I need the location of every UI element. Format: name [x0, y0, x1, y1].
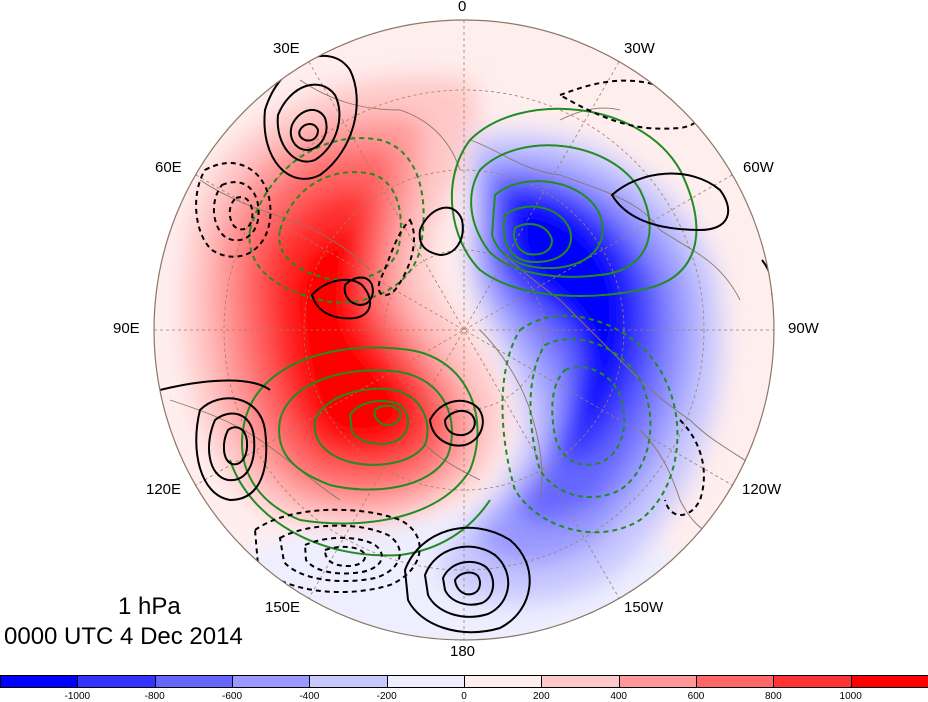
colorbar-box	[773, 675, 852, 688]
colorbar-tick-label: -800	[144, 691, 165, 702]
globe-outline	[153, 19, 775, 641]
longitude-label-90w: 90W	[788, 320, 819, 337]
colorbar-tick-label: -600	[221, 691, 243, 702]
colorbar-box	[850, 675, 928, 688]
colorbar-box	[77, 675, 156, 688]
longitude-label-30w: 30W	[624, 40, 655, 57]
colorbar-tick-label: 800	[764, 691, 782, 702]
green-dashed-contours	[248, 137, 679, 534]
colorbar-box	[618, 675, 697, 688]
colorbar-tick-label: 400	[610, 691, 627, 702]
longitude-label-60e: 60E	[155, 159, 182, 176]
colorbar-tick-label: -1000	[64, 691, 91, 702]
colorbar-box	[386, 675, 465, 688]
longitude-label-120w: 120W	[742, 481, 782, 498]
colorbar-box	[232, 675, 311, 688]
polar-stereographic-map	[153, 19, 775, 641]
colorbar-box	[309, 675, 388, 688]
colorbar: -1000 -800 -600 -400 -200 0 200 400 600 800 1000	[0, 672, 928, 702]
longitude-label-0: 0	[458, 0, 467, 15]
colorbar-tick-label: -200	[376, 691, 397, 702]
longitude-label-60w: 60W	[743, 159, 774, 176]
longitude-label-180: 180	[450, 643, 476, 660]
shaded-anomaly-field	[154, 20, 774, 640]
valid-time-label: 0000 UTC 4 Dec 2014	[4, 623, 243, 650]
colorbar-box	[541, 675, 620, 688]
colorbar-tick-label: 200	[532, 691, 550, 702]
coastlines	[169, 79, 761, 541]
colorbar-box	[154, 675, 233, 688]
colorbar-box	[696, 675, 775, 688]
colorbar-box	[464, 675, 543, 688]
longitude-label-150w: 150W	[624, 599, 664, 616]
black-contours	[159, 54, 774, 634]
colorbar-tick-label: 600	[687, 691, 705, 702]
graticule	[154, 20, 774, 640]
colorbar-tick-label: -400	[299, 691, 320, 702]
colorbar-tick-label: 1000	[839, 691, 862, 702]
colorbar-box	[0, 675, 79, 688]
colorbar-tick-label: 0	[461, 691, 467, 702]
longitude-label-30e: 30E	[273, 40, 300, 57]
pressure-level-label: 1 hPa	[118, 593, 181, 620]
longitude-label-90e: 90E	[113, 320, 140, 337]
longitude-label-120e: 120E	[146, 481, 182, 498]
longitude-label-150e: 150E	[265, 599, 301, 616]
